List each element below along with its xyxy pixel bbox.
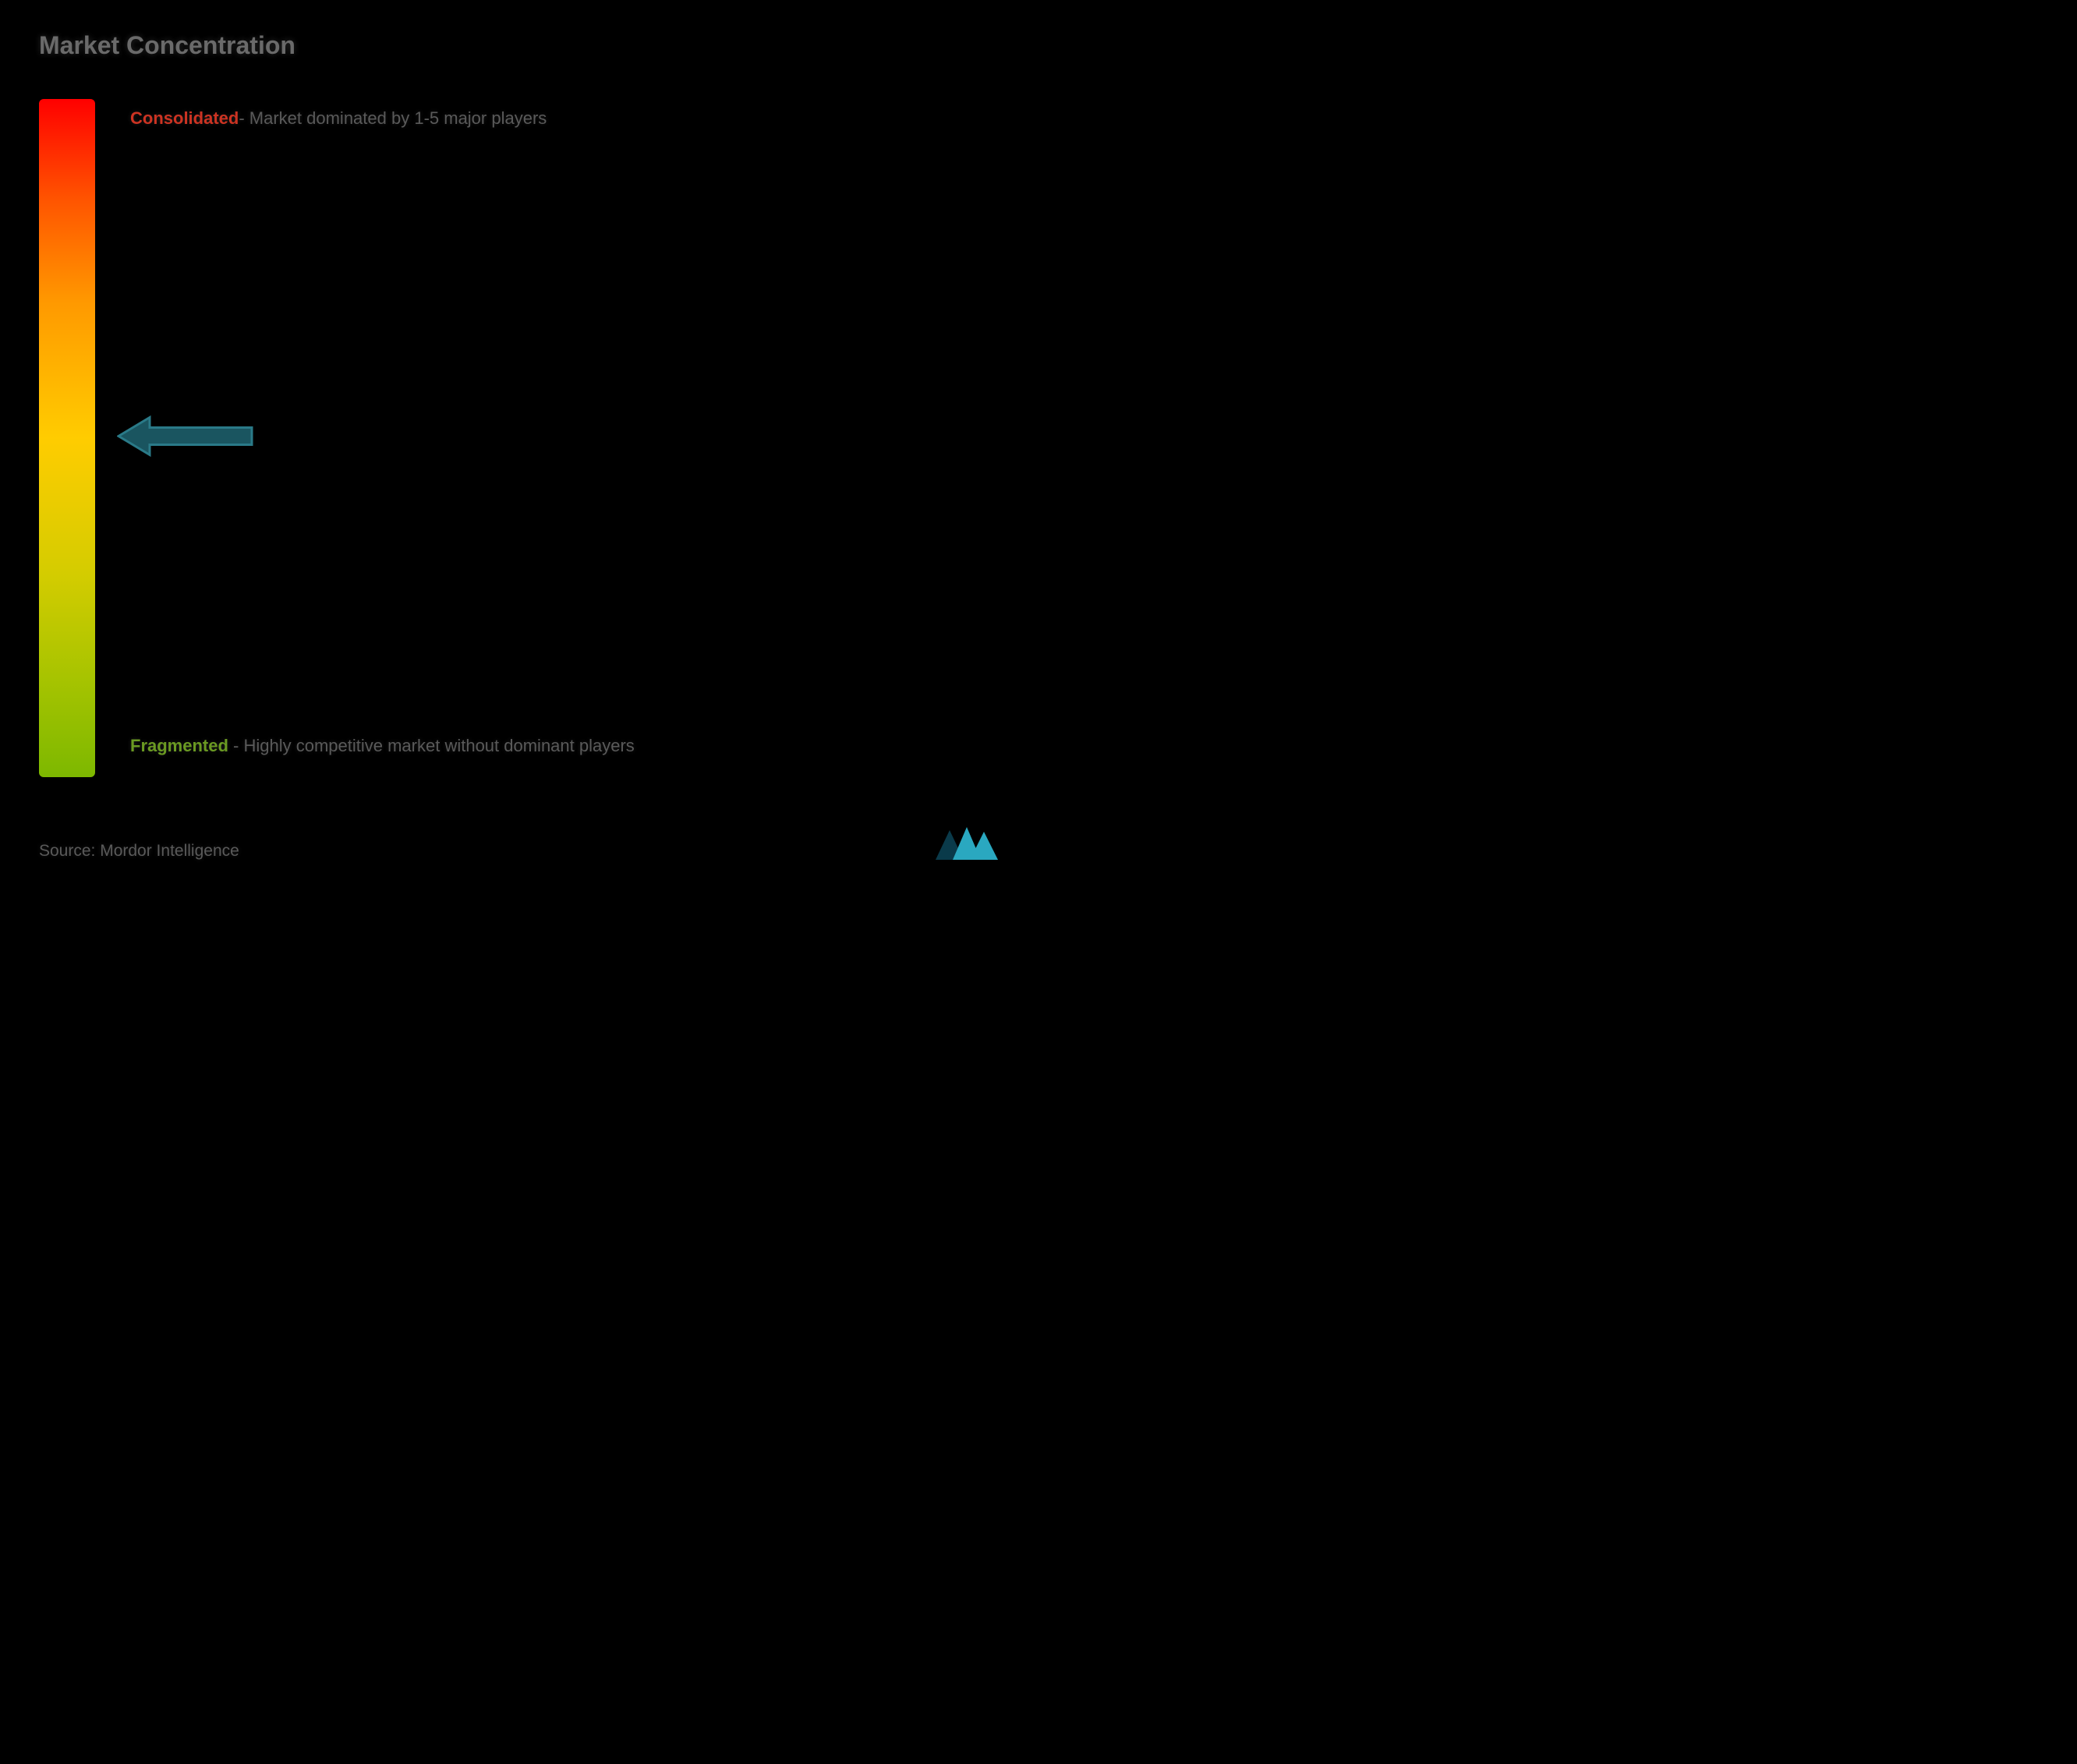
content-area: Consolidated- Market dominated by 1-5 ma…	[39, 99, 1000, 777]
fragmented-label: Fragmented	[130, 736, 228, 755]
fragmented-label-row: Fragmented - Highly competitive market w…	[130, 729, 968, 763]
gradient-scale-bar	[39, 99, 95, 777]
consolidated-desc: - Market dominated by 1-5 major players	[239, 108, 547, 128]
consolidated-label-row: Consolidated- Market dominated by 1-5 ma…	[130, 105, 547, 131]
chart-title: Market Concentration	[39, 31, 1000, 60]
consolidated-label: Consolidated	[130, 108, 239, 128]
source-attribution: Source: Mordor Intelligence	[39, 842, 239, 861]
mordor-logo-icon	[936, 824, 1000, 865]
label-area: Consolidated- Market dominated by 1-5 ma…	[95, 99, 1000, 777]
position-arrow	[117, 415, 253, 462]
fragmented-desc: - Highly competitive market without domi…	[228, 736, 635, 755]
